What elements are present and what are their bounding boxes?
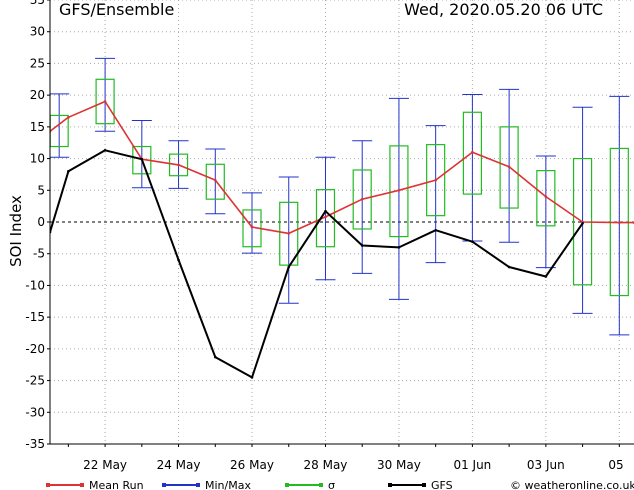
x-tick-label: 30 May xyxy=(377,458,421,472)
gfs-point xyxy=(213,355,217,359)
mean-run-point xyxy=(67,116,70,119)
y-tick-label: 5 xyxy=(37,183,45,197)
run-date-label: Wed, 2020.05.20 06 UTC xyxy=(404,0,603,19)
sigma-box xyxy=(389,145,409,238)
y-tick-label: -30 xyxy=(25,405,45,419)
series-lines xyxy=(50,100,634,379)
mean-run-point xyxy=(324,215,327,219)
x-tick-label: 26 May xyxy=(230,458,274,472)
mean-run-point xyxy=(471,150,474,154)
gfs-point xyxy=(544,275,548,278)
y-tick-label: -25 xyxy=(25,374,45,388)
sigma-box xyxy=(536,170,556,227)
legend-marker-mean xyxy=(46,483,50,487)
legend-marker-sigma xyxy=(285,483,289,487)
y-tick-label: -5 xyxy=(33,247,45,261)
y-tick-label: 35 xyxy=(30,0,45,7)
legend-marker-gfs xyxy=(422,483,426,487)
x-axis-ticks: 22 May 24 May 26 May 28 May 30 May 01 Jun 03 J… xyxy=(67,444,624,472)
legend: Mean Run Min/Max σ GFS xyxy=(46,479,453,490)
y-tick-label: 30 xyxy=(30,25,45,39)
x-tick-label: 24 May xyxy=(157,458,201,472)
y-tick-label: 10 xyxy=(30,152,45,166)
mean-run-point xyxy=(103,100,107,103)
y-axis-ticks: -35 -30 -25 -20 -15 -10 -5 0 5 10 15 20 25 30 35 xyxy=(25,0,50,451)
gfs-point xyxy=(287,265,291,269)
mean-run-point xyxy=(397,188,401,192)
y-tick-label: -35 xyxy=(25,437,45,451)
legend-marker-minmax xyxy=(162,483,166,487)
y-tick-label: -20 xyxy=(25,342,45,356)
sigma-box xyxy=(352,169,372,230)
gfs-point xyxy=(581,221,584,225)
x-tick-label: 03 Jun xyxy=(527,458,565,472)
y-tick-label: 0 xyxy=(37,215,45,229)
y-tick-label: 25 xyxy=(30,56,45,70)
gfs-point xyxy=(324,209,327,213)
sigma-box xyxy=(499,126,519,209)
legend-label-gfs: GFS xyxy=(431,479,453,490)
mean-run-point xyxy=(544,195,548,198)
sigma-box xyxy=(462,111,482,195)
mean-run-point xyxy=(213,178,217,182)
credit-text: © weatheronline.co.uk xyxy=(510,479,634,490)
legend-label-sigma: σ xyxy=(328,479,335,490)
chart-title: GFS/Ensemble xyxy=(59,0,174,19)
sigma-box xyxy=(168,153,189,177)
gfs-point xyxy=(250,376,254,379)
gfs-point xyxy=(471,240,474,243)
legend-marker-minmax xyxy=(196,483,200,487)
y-tick-label: -10 xyxy=(25,278,45,292)
gfs-point xyxy=(507,265,511,269)
y-tick-label: 15 xyxy=(30,120,45,134)
gfs-point xyxy=(360,244,364,247)
mean-run-line xyxy=(50,100,634,235)
y-tick-label: 20 xyxy=(30,88,45,102)
y-axis-title: SOI Index xyxy=(7,195,25,267)
mean-run-point xyxy=(360,197,364,201)
sigma-box xyxy=(95,78,115,125)
mean-run-point xyxy=(507,165,511,169)
sigma-box xyxy=(426,144,446,217)
x-tick-label: 01 Jun xyxy=(453,458,491,472)
gfs-point xyxy=(103,149,107,152)
gfs-point xyxy=(140,157,144,161)
legend-marker-sigma xyxy=(319,483,323,487)
mean-run-point xyxy=(250,225,254,229)
x-tick-label: 22 May xyxy=(83,458,127,472)
x-tick-label: 28 May xyxy=(304,458,348,472)
legend-label-mean: Mean Run xyxy=(89,479,144,490)
gfs-point xyxy=(67,169,70,173)
x-tick-label: 05 xyxy=(608,458,623,472)
gfs-line xyxy=(50,149,584,379)
sigma-box xyxy=(205,163,225,200)
mean-run-point xyxy=(177,163,180,167)
y-tick-label: -15 xyxy=(25,310,45,324)
mean-run-point xyxy=(618,221,621,224)
gfs-point xyxy=(434,228,437,232)
gfs-point xyxy=(397,246,401,249)
mean-run-point xyxy=(287,232,291,235)
legend-label-minmax: Min/Max xyxy=(205,479,251,490)
legend-marker-gfs xyxy=(388,483,392,487)
gfs-point xyxy=(177,258,180,262)
plot-area xyxy=(50,57,634,379)
mean-run-point xyxy=(434,178,437,182)
legend-marker-mean xyxy=(80,483,84,487)
sigma-box xyxy=(315,189,336,248)
